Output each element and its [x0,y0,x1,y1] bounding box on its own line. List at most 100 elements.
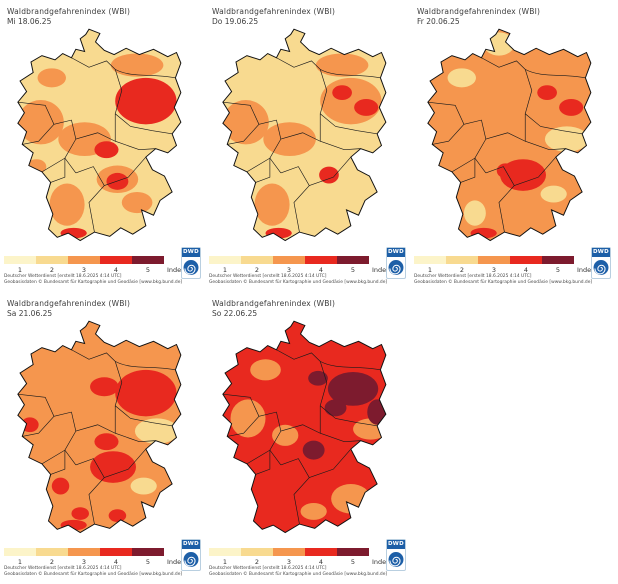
wbi-color-scale [414,256,574,264]
panel-title: Waldbrandgefahrenindex (WBI) [417,7,541,16]
legend-tick: 5 [350,266,356,274]
legend-tick: 4 [113,558,119,566]
legend-unit-label: Index [167,558,185,566]
attribution-line1: Deutscher Wetterdienst [erstellt 18.6.20… [4,274,122,279]
wbi-region-schleswig [483,32,515,56]
legend-tick: 1 [222,558,228,566]
panel-title: Waldbrandgefahrenindex (WBI) [212,299,336,308]
wbi-region-nordost [115,369,177,417]
panel-date: Do 19.06.25 [212,17,259,26]
wbi-region-bw-spot [51,477,70,495]
dwd-logo-text: DWD [387,540,405,549]
legend-cell-3 [478,256,510,264]
wbi-region-bayern-pale [130,477,157,495]
dwd-spiral-icon [388,260,404,275]
germany-wbi-map [17,320,182,534]
wbi-region-nordost-spot1 [354,98,379,116]
attribution-line2: Geobasisdaten © Bundesamt für Kartograph… [414,280,593,285]
wbi-region-sachsen [544,126,589,152]
legend-cell-2 [241,256,273,264]
legend-ticks: 1 2 3 4 5 Index [209,558,409,566]
legend-tick: 5 [555,266,561,274]
legend-unit-label: Index [372,266,390,274]
wbi-region-suedost-klein [121,191,153,214]
attribution-line2: Geobasisdaten © Bundesamt für Kartograph… [4,280,183,285]
forecast-panel-day5: Waldbrandgefahrenindex (WBI) So 22.06.25… [205,292,410,584]
dwd-logo: DWD [591,247,611,279]
legend-cell-3 [273,256,305,264]
wbi-region-ost-dunkel [367,399,386,425]
legend-tick: 5 [145,558,151,566]
germany-wbi-map [222,28,387,242]
panel-title: Waldbrandgefahrenindex (WBI) [7,299,131,308]
wbi-region-mitte-orange [272,424,299,446]
wbi-color-scale [209,256,369,264]
germany-wbi-map [427,28,592,242]
legend-cell-5 [132,548,164,556]
wbi-region-sachsen-orange [353,418,386,440]
legend-cell-3 [273,548,305,556]
dwd-logo: DWD [181,247,201,279]
panel-date: Fr 20.06.25 [417,17,460,26]
legend-tick: 4 [318,266,324,274]
wbi-region-west [17,100,64,145]
forecast-panel-day1: Waldbrandgefahrenindex (WBI) Mi 18.06.25… [0,0,205,292]
dwd-logo: DWD [386,247,406,279]
wbi-region-nordost [115,77,177,125]
germany-wbi-map [222,320,387,534]
legend-tick: 4 [523,266,529,274]
wbi-region-franken-gross [500,159,547,191]
dwd-spiral-icon [183,260,199,275]
dwd-logo-text: DWD [387,248,405,257]
legend-tick: 2 [459,266,465,274]
wbi-region-mecklenburg [315,53,369,77]
wbi-region-nordost-spot2 [537,85,557,101]
dwd-logo-text: DWD [182,248,200,257]
attribution-line1: Deutscher Wetterdienst [erstellt 18.6.20… [4,566,122,571]
legend-cell-3 [68,548,100,556]
forecast-panel-day2: Waldbrandgefahrenindex (WBI) Do 19.06.25… [205,0,410,292]
legend-cell-2 [36,548,68,556]
wbi-region-west-orange [230,399,266,438]
panel-title: Waldbrandgefahrenindex (WBI) [212,7,336,16]
legend-cell-2 [36,256,68,264]
panel-date: Sa 21.06.25 [7,309,53,318]
legend-tick: 3 [491,266,497,274]
germany-wbi-map [17,28,182,242]
wbi-region-sued-orange [300,502,327,520]
legend-cell-1 [209,256,241,264]
panel-title: Waldbrandgefahrenindex (WBI) [7,7,131,16]
dwd-logo: DWD [386,539,406,571]
wbi-region-nordwest-klein [447,68,476,88]
wbi-region-zentrum-dunkel [302,440,325,460]
wbi-region-nordost-dunkel [327,371,379,406]
wbi-region-sachsen [134,418,179,444]
legend-tick: 1 [17,266,23,274]
legend-cell-5 [337,548,369,556]
wbi-region-nordost-spot2 [332,85,352,101]
attribution-line2: Geobasisdaten © Bundesamt für Kartograph… [209,280,388,285]
legend-tick: 3 [286,266,292,274]
legend-cell-3 [68,256,100,264]
wbi-region-mitte-spot [94,433,119,451]
wbi-region-suedwest [49,183,85,226]
attribution-line1: Deutscher Wetterdienst [erstellt 18.6.20… [414,274,532,279]
wbi-region-bw-pale [463,200,486,226]
legend-tick: 2 [49,558,55,566]
forecast-panel-day3: Waldbrandgefahrenindex (WBI) Fr 20.06.25… [410,0,615,292]
wbi-region-bayern-spot [319,166,339,184]
legend-cell-4 [510,256,542,264]
legend-ticks: 1 2 3 4 5 Index [414,266,614,274]
wbi-region-mitte [263,122,316,157]
legend-cell-1 [4,548,36,556]
legend-tick: 1 [222,266,228,274]
legend-unit-label: Index [167,266,185,274]
legend-tick: 3 [81,266,87,274]
attribution-line2: Geobasisdaten © Bundesamt für Kartograph… [209,572,388,577]
legend-cell-5 [337,256,369,264]
wbi-region-west [222,100,269,145]
wbi-region-sued-spot2 [108,509,127,522]
legend-ticks: 1 2 3 4 5 Index [209,266,409,274]
legend-tick: 3 [81,558,87,566]
